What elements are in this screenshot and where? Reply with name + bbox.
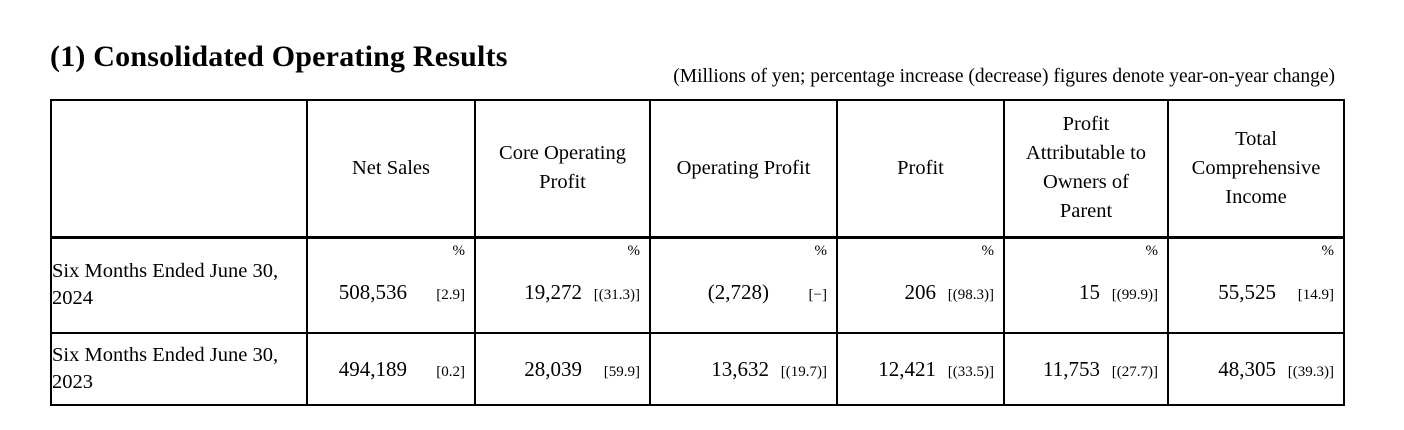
core-operating-profit-yoy-2024: [(31.3)] <box>593 286 640 303</box>
cell-profit-2024: % 206 [(98.3)] <box>836 236 1005 334</box>
value-line: 494,189 [0.2] <box>308 357 474 382</box>
operating-profit-value-2024: (2,728) <box>707 279 769 304</box>
percent-symbol: % <box>452 242 466 259</box>
units-note: (Millions of yen; percentage increase (d… <box>673 66 1335 87</box>
header-cell-profit: Profit <box>836 99 1005 239</box>
operating-profit-value-2023: 13,632 <box>711 356 769 381</box>
profit-attributable-value-2023: 11,753 <box>1043 356 1100 381</box>
table-row-2023: Six Months Ended June 30, 2023 494,189 [… <box>50 332 1345 406</box>
cell-operating-profit-2024: % (2,728) [−] <box>649 236 838 334</box>
profit-value-2023: 12,421 <box>878 356 936 381</box>
net-sales-yoy-2024: [2.9] <box>436 286 465 303</box>
percent-symbol: % <box>1321 242 1335 259</box>
cell-total-comprehensive-income-2023: 48,305 [(39.3)] <box>1167 332 1345 406</box>
core-operating-profit-yoy-2023: [59.9] <box>603 363 640 380</box>
net-sales-value-2024: 508,536 <box>338 279 407 304</box>
profit-attributable-value-2024: 15 <box>1079 279 1100 304</box>
profit-attributable-yoy-2024: [(99.9)] <box>1111 286 1158 303</box>
value-line: 15 [(99.9)] <box>1005 280 1167 305</box>
net-sales-yoy-2023: [0.2] <box>436 363 465 380</box>
value-line: 206 [(98.3)] <box>838 280 1003 305</box>
header-cell-core-operating-profit: Core Operating Profit <box>474 99 651 239</box>
value-line: (2,728) [−] <box>651 280 836 305</box>
cell-profit-attributable-2023: 11,753 [(27.7)] <box>1003 332 1169 406</box>
total-comprehensive-income-value-2024: 55,525 <box>1218 279 1276 304</box>
percent-symbol: % <box>981 242 995 259</box>
header-cell-profit-attributable: Profit Attributable to Owners of Parent <box>1003 99 1169 239</box>
table-header-row: Net Sales Core Operating Profit Operatin… <box>50 99 1345 239</box>
header-cell-blank <box>50 99 308 239</box>
profit-attributable-yoy-2023: [(27.7)] <box>1111 363 1158 380</box>
operating-results-table: Net Sales Core Operating Profit Operatin… <box>50 99 1345 406</box>
percent-symbol: % <box>1145 242 1159 259</box>
value-line: 55,525 [14.9] <box>1169 280 1343 305</box>
percent-symbol: % <box>627 242 641 259</box>
percent-symbol: % <box>814 242 828 259</box>
value-line: 13,632 [(19.7)] <box>651 357 836 382</box>
cell-profit-attributable-2024: % 15 [(99.9)] <box>1003 236 1169 334</box>
value-line: 508,536 [2.9] <box>308 280 474 305</box>
value-line: 19,272 [(31.3)] <box>476 280 649 305</box>
row-label-2023: Six Months Ended June 30, 2023 <box>50 332 308 406</box>
value-line: 12,421 [(33.5)] <box>838 357 1003 382</box>
table-row-2024: Six Months Ended June 30, 2024 % 508,536… <box>50 236 1345 334</box>
section-title: (1) Consolidated Operating Results <box>50 40 508 74</box>
row-label-2024: Six Months Ended June 30, 2024 <box>50 236 308 334</box>
cell-profit-2023: 12,421 [(33.5)] <box>836 332 1005 406</box>
profit-yoy-2024: [(98.3)] <box>947 286 994 303</box>
total-comprehensive-income-yoy-2023: [(39.3)] <box>1287 363 1334 380</box>
value-line: 11,753 [(27.7)] <box>1005 357 1167 382</box>
operating-profit-yoy-2024: [−] <box>808 286 827 303</box>
profit-yoy-2023: [(33.5)] <box>947 363 994 380</box>
cell-net-sales-2023: 494,189 [0.2] <box>306 332 476 406</box>
header-cell-net-sales: Net Sales <box>306 99 476 239</box>
value-line: 28,039 [59.9] <box>476 357 649 382</box>
profit-value-2024: 206 <box>904 279 937 304</box>
core-operating-profit-value-2023: 28,039 <box>524 356 582 381</box>
operating-profit-yoy-2023: [(19.7)] <box>780 363 827 380</box>
cell-core-operating-profit-2023: 28,039 [59.9] <box>474 332 651 406</box>
total-comprehensive-income-value-2023: 48,305 <box>1218 356 1276 381</box>
net-sales-value-2023: 494,189 <box>338 356 407 381</box>
cell-net-sales-2024: % 508,536 [2.9] <box>306 236 476 334</box>
total-comprehensive-income-yoy-2024: [14.9] <box>1297 286 1334 303</box>
cell-operating-profit-2023: 13,632 [(19.7)] <box>649 332 838 406</box>
cell-total-comprehensive-income-2024: % 55,525 [14.9] <box>1167 236 1345 334</box>
cell-core-operating-profit-2024: % 19,272 [(31.3)] <box>474 236 651 334</box>
core-operating-profit-value-2024: 19,272 <box>524 279 582 304</box>
value-line: 48,305 [(39.3)] <box>1169 357 1343 382</box>
header-cell-total-comprehensive-income: Total Comprehensive Income <box>1167 99 1345 239</box>
header-cell-operating-profit: Operating Profit <box>649 99 838 239</box>
